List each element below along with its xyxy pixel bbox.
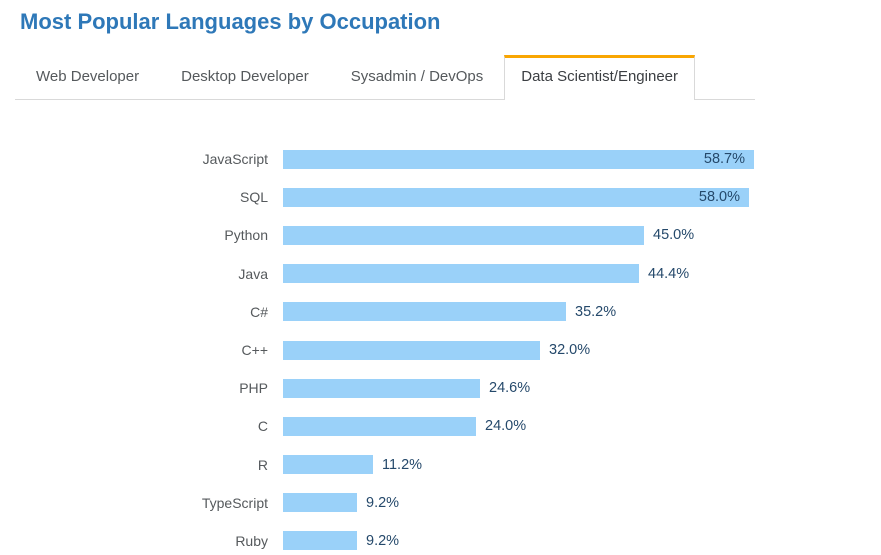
tab-web-developer[interactable]: Web Developer bbox=[36, 68, 140, 85]
tab-sysadmin-devops[interactable]: Sysadmin / DevOps bbox=[350, 68, 484, 85]
chart-row: JavaScript 58.7% bbox=[0, 140, 881, 178]
chart-row: Ruby 9.2% bbox=[0, 522, 881, 555]
tab-data-scientist-engineer[interactable]: Data Scientist/Engineer bbox=[504, 55, 696, 100]
chart-row: R 11.2% bbox=[0, 446, 881, 484]
bar-track: 24.6% bbox=[283, 378, 861, 398]
value-label: 32.0% bbox=[549, 342, 591, 359]
chart-row: SQL 58.0% bbox=[0, 178, 881, 216]
category-label: Java bbox=[238, 265, 268, 282]
bar-java[interactable] bbox=[283, 264, 639, 284]
value-label: 24.6% bbox=[489, 380, 531, 397]
value-label: 9.2% bbox=[366, 532, 400, 549]
category-label: PHP bbox=[239, 380, 268, 397]
bar-typescript[interactable] bbox=[283, 493, 357, 513]
bar-track: 32.0% bbox=[283, 340, 861, 360]
category-label: TypeScript bbox=[201, 494, 268, 511]
bar-track: 58.0% bbox=[283, 187, 861, 207]
bar-python[interactable] bbox=[283, 225, 644, 245]
category-label: SQL bbox=[239, 189, 268, 206]
chart-row: C# 35.2% bbox=[0, 293, 881, 331]
category-label: C# bbox=[250, 303, 268, 320]
tab-desktop-developer[interactable]: Desktop Developer bbox=[181, 68, 309, 85]
chart-row: C++ 32.0% bbox=[0, 331, 881, 369]
category-label: Ruby bbox=[235, 532, 268, 549]
bar-c[interactable] bbox=[283, 416, 476, 436]
tab-bar: Web Developer Desktop Developer Sysadmin /… bbox=[15, 54, 755, 100]
chart-row: Python 45.0% bbox=[0, 216, 881, 254]
value-label: 11.2% bbox=[382, 456, 423, 473]
bar-track: 9.2% bbox=[283, 531, 861, 551]
value-label: 58.0% bbox=[698, 189, 740, 206]
category-label: C bbox=[257, 418, 268, 435]
category-label: JavaScript bbox=[202, 151, 268, 168]
bar-track: 9.2% bbox=[283, 493, 861, 513]
chart-row: Java 44.4% bbox=[0, 255, 881, 293]
chart-row: TypeScript 9.2% bbox=[0, 484, 881, 522]
page-title: Most Popular Languages by Occupation bbox=[20, 9, 441, 34]
bar-php[interactable] bbox=[283, 378, 480, 398]
value-label: 45.0% bbox=[653, 227, 695, 244]
bar-track: 45.0% bbox=[283, 225, 861, 245]
category-label: C++ bbox=[241, 342, 268, 359]
bar-javascript[interactable] bbox=[283, 149, 754, 169]
bar-track: 35.2% bbox=[283, 302, 861, 322]
bar-c-sharp[interactable] bbox=[283, 302, 566, 322]
bar-track: 24.0% bbox=[283, 416, 861, 436]
value-label: 44.4% bbox=[648, 265, 690, 282]
bar-track: 58.7% bbox=[283, 149, 861, 169]
survey-chart-panel: Most Popular Languages by Occupation Web… bbox=[0, 8, 881, 555]
value-label: 9.2% bbox=[366, 494, 400, 511]
bar-sql[interactable] bbox=[283, 187, 749, 207]
category-label: R bbox=[257, 456, 268, 473]
chart-row: PHP 24.6% bbox=[0, 369, 881, 407]
bar-track: 11.2% bbox=[283, 455, 861, 475]
chart-row: C 24.0% bbox=[0, 407, 881, 445]
value-label: 58.7% bbox=[703, 151, 745, 168]
value-label: 35.2% bbox=[575, 303, 617, 320]
bar-r[interactable] bbox=[283, 455, 373, 475]
bar-ruby[interactable] bbox=[283, 531, 357, 551]
bar-c-plus-plus[interactable] bbox=[283, 340, 540, 360]
value-label: 24.0% bbox=[485, 418, 527, 435]
languages-bar-chart: JavaScript 58.7% SQL 58.0% Python 45.0% Java 44… bbox=[0, 140, 881, 555]
category-label: Python bbox=[224, 227, 268, 244]
bar-track: 44.4% bbox=[283, 264, 861, 284]
